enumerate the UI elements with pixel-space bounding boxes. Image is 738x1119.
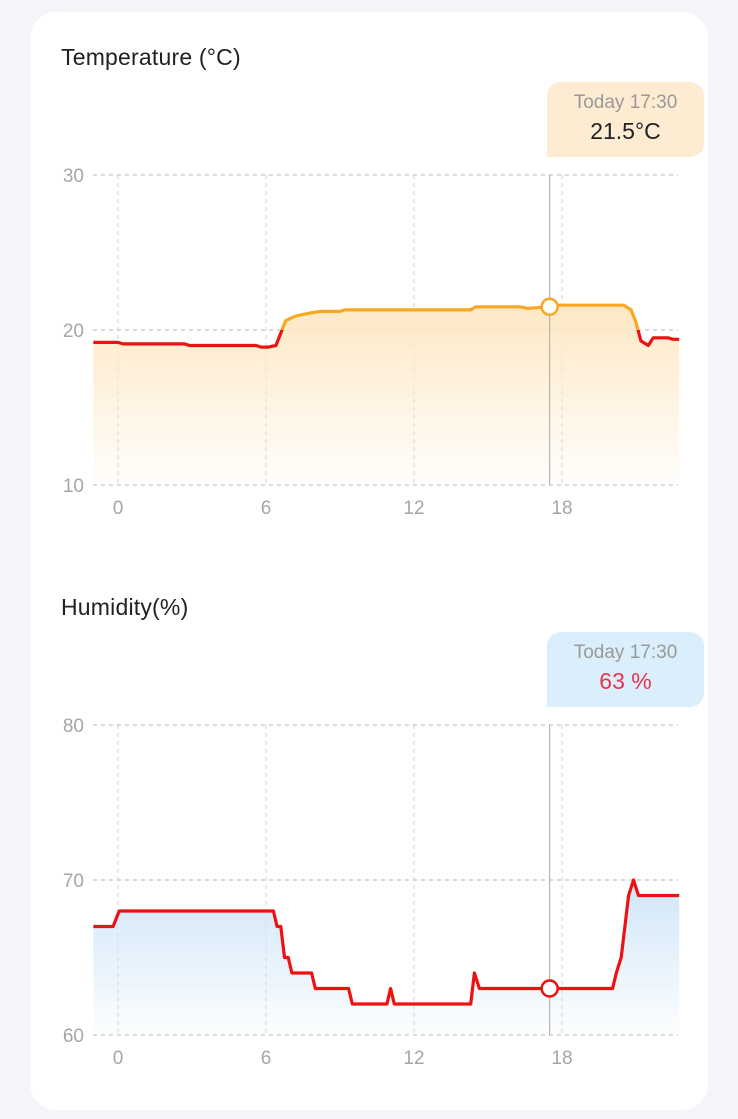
area-fill: [93, 305, 680, 485]
temperature-chart[interactable]: 10 20 30 0 6 12 18: [0, 0, 738, 560]
y-tick-label: 60: [63, 1026, 84, 1047]
tooltip-time: Today 17:30: [573, 92, 678, 113]
area-fill: [93, 880, 680, 1035]
x-tick-label: 18: [551, 498, 572, 519]
temperature-tooltip: Today 17:30 21.5°C: [547, 82, 704, 157]
x-tick-label: 6: [261, 498, 272, 519]
series-line: [93, 878, 680, 1006]
y-tick-label: 70: [63, 871, 84, 892]
series-line: [93, 303, 680, 349]
y-tick-label: 10: [63, 476, 84, 497]
x-tick-label: 12: [403, 498, 424, 519]
x-tick-label: 6: [261, 1048, 272, 1069]
x-tick-label: 0: [113, 1048, 124, 1069]
x-tick-label: 0: [113, 498, 124, 519]
y-tick-label: 80: [63, 716, 84, 737]
cursor-point: [540, 297, 559, 316]
tooltip-value: 21.5°C: [590, 118, 661, 144]
cursor-point: [540, 979, 559, 998]
y-tick-label: 20: [63, 321, 84, 342]
humidity-title: Humidity(%): [61, 594, 189, 620]
y-tick-label: 30: [63, 166, 84, 187]
x-tick-label: 12: [403, 1048, 424, 1069]
x-tick-label: 18: [551, 1048, 572, 1069]
tooltip-time: Today 17:30: [573, 642, 678, 663]
temperature-title: Temperature (°C): [61, 44, 241, 70]
tooltip-value: 63 %: [599, 668, 652, 694]
humidity-tooltip: Today 17:30 63 %: [547, 632, 704, 707]
